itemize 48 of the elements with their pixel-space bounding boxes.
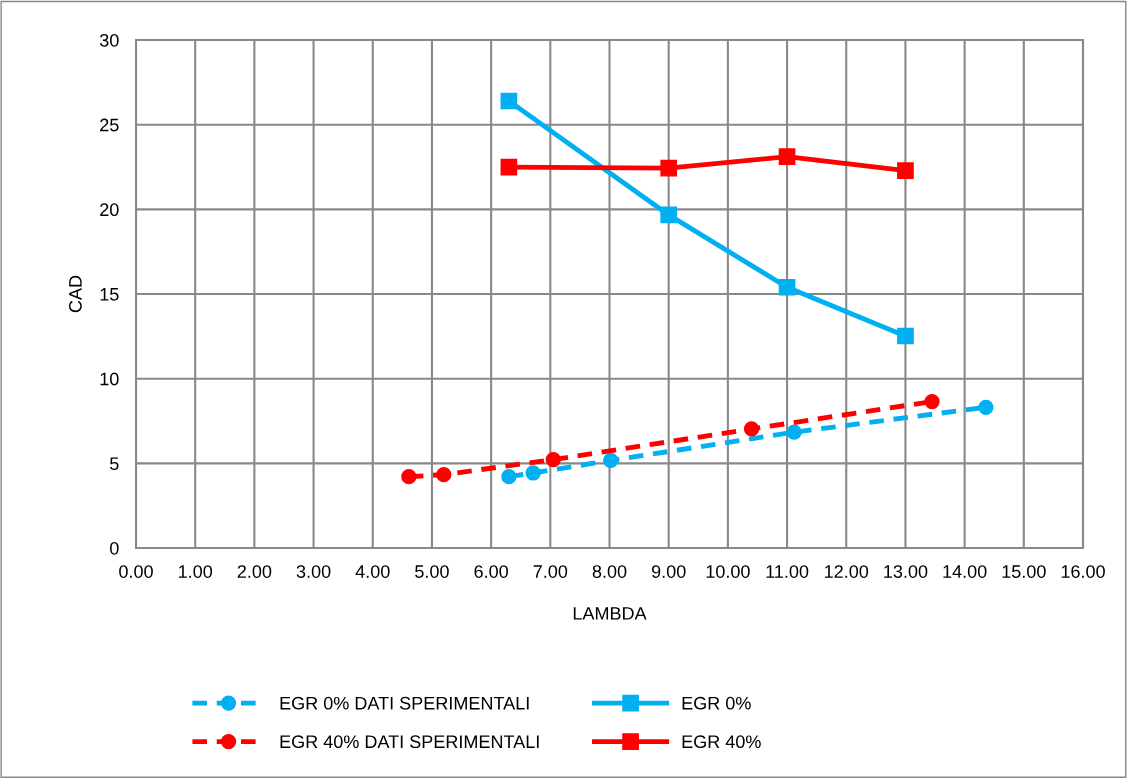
x-tick-label: 2.00 xyxy=(237,565,272,578)
point xyxy=(660,159,678,177)
point xyxy=(401,469,417,485)
x-tick-label: 0.00 xyxy=(119,565,153,578)
y-tick-label: 15 xyxy=(100,288,119,301)
legend-label: EGR 40% xyxy=(682,735,761,749)
point xyxy=(924,393,940,410)
point xyxy=(897,162,914,179)
point xyxy=(897,327,914,345)
y-axis-title: CAD xyxy=(69,275,82,313)
point xyxy=(500,158,518,176)
x-tick-label: 15.00 xyxy=(1002,565,1046,578)
x-tick-label: 11.00 xyxy=(766,565,809,578)
x-tick-label: 6.00 xyxy=(474,565,508,578)
point xyxy=(786,424,802,440)
y-tick-label: 30 xyxy=(99,33,119,47)
x-tick-label: 7.00 xyxy=(533,565,568,578)
point xyxy=(660,206,678,224)
x-axis-title: LAMBDA xyxy=(573,607,647,620)
legend-label: EGR 40% DATI SPERIMENTALI xyxy=(280,735,539,749)
x-tick-label: 16.00 xyxy=(1061,565,1105,578)
point xyxy=(525,465,541,481)
x-tick-label: 14.00 xyxy=(943,565,987,578)
point xyxy=(603,452,619,469)
x-tick-label: 5.00 xyxy=(415,565,449,578)
point xyxy=(778,278,796,296)
x-tick-label: 8.00 xyxy=(592,565,627,578)
y-tick-label: 20 xyxy=(100,203,119,217)
x-tick-label: 4.00 xyxy=(355,565,390,578)
point xyxy=(743,421,760,437)
y-tick-label: 25 xyxy=(100,118,119,132)
x-tick-label: 13.00 xyxy=(884,565,928,578)
x-tick-label: 10.00 xyxy=(706,565,750,578)
legend-label: EGR 0% xyxy=(682,696,751,710)
x-tick-label: 3.00 xyxy=(296,565,331,578)
x-tick-label: 9.00 xyxy=(651,565,686,578)
point xyxy=(500,92,518,110)
point xyxy=(436,467,452,483)
y-tick-label: 5 xyxy=(110,457,119,471)
point xyxy=(545,451,561,468)
point xyxy=(778,148,796,166)
x-tick-label: 1.00 xyxy=(179,565,213,578)
legend-label: EGR 0% DATI SPERIMENTALI xyxy=(280,696,529,710)
point xyxy=(501,469,517,485)
y-tick-label: 10 xyxy=(100,372,119,386)
x-tick-label: 12.00 xyxy=(825,565,869,578)
point xyxy=(978,399,994,415)
y-tick-label: 0 xyxy=(110,541,119,555)
